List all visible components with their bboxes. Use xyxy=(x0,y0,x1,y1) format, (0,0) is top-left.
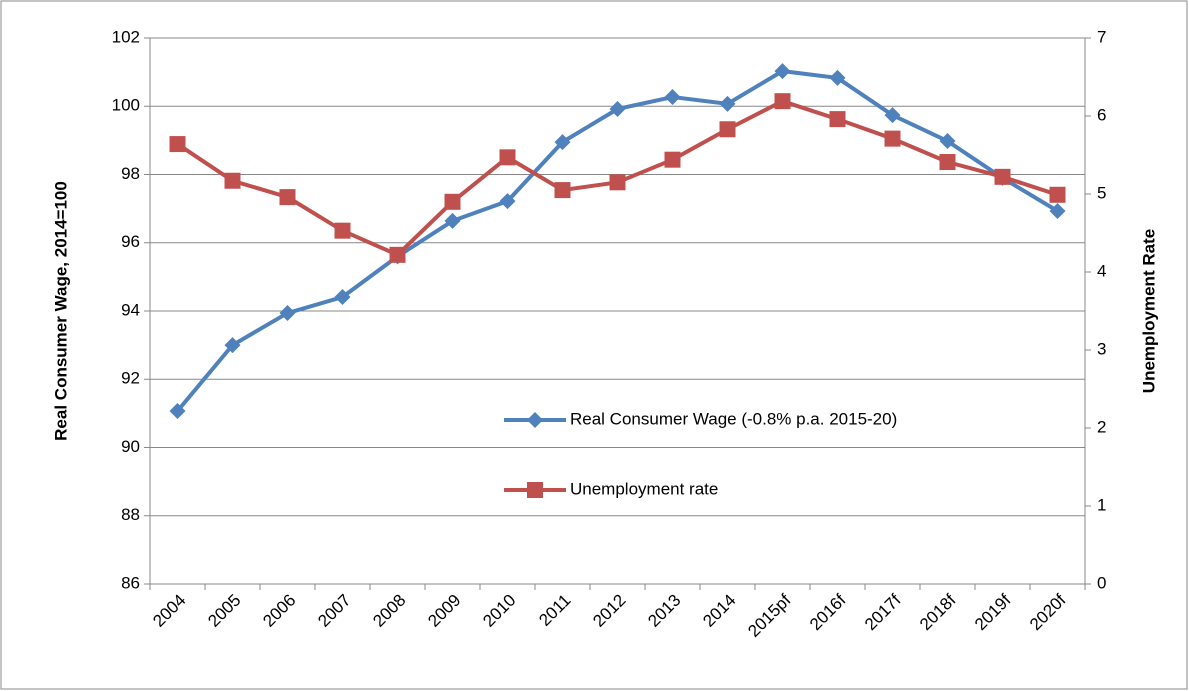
data-point xyxy=(444,212,461,229)
data-point xyxy=(444,193,461,210)
data-point xyxy=(389,246,406,263)
legend-marker xyxy=(527,482,543,498)
data-point xyxy=(169,136,186,153)
data-point xyxy=(719,95,736,112)
legend-label: Real Consumer Wage (-0.8% p.a. 2015-20) xyxy=(570,409,897,428)
data-point xyxy=(334,289,351,306)
data-point xyxy=(1049,203,1066,220)
data-point xyxy=(939,154,956,171)
data-point xyxy=(334,222,351,239)
data-point xyxy=(664,89,681,106)
data-point xyxy=(664,151,681,168)
data-point xyxy=(774,93,791,110)
data-point xyxy=(829,69,846,86)
y2-axis-title: Unemployment Rate xyxy=(1139,229,1158,393)
y-tick-label: 94 xyxy=(121,300,140,319)
data-point xyxy=(774,63,791,80)
y-tick-label: 86 xyxy=(121,573,140,592)
data-point xyxy=(1049,186,1066,203)
data-point xyxy=(554,134,571,151)
data-point xyxy=(609,100,626,117)
data-point xyxy=(884,107,901,124)
legend-label: Unemployment rate xyxy=(570,479,718,498)
data-point xyxy=(719,121,736,138)
y2-tick-label: 0 xyxy=(1097,573,1106,592)
y2-tick-label: 1 xyxy=(1097,495,1106,514)
data-point xyxy=(939,133,956,150)
y-tick-label: 102 xyxy=(112,27,140,46)
data-point xyxy=(554,182,571,199)
y2-tick-label: 3 xyxy=(1097,339,1106,358)
y2-tick-label: 2 xyxy=(1097,417,1106,436)
data-point xyxy=(499,193,516,210)
y2-tick-label: 5 xyxy=(1097,183,1106,202)
data-point xyxy=(279,305,296,322)
y-tick-label: 88 xyxy=(121,505,140,524)
y-tick-label: 98 xyxy=(121,164,140,183)
y-tick-label: 96 xyxy=(121,232,140,251)
data-point xyxy=(499,149,516,166)
legend-marker xyxy=(527,412,543,428)
data-point xyxy=(169,402,186,419)
y2-tick-label: 7 xyxy=(1097,27,1106,46)
data-point xyxy=(609,174,626,191)
data-point xyxy=(224,337,241,354)
data-point xyxy=(279,189,296,206)
y2-tick-label: 6 xyxy=(1097,105,1106,124)
y-tick-label: 100 xyxy=(112,96,140,115)
y2-tick-label: 4 xyxy=(1097,261,1106,280)
data-point xyxy=(994,168,1011,185)
y-tick-label: 90 xyxy=(121,437,140,456)
data-point xyxy=(829,111,846,128)
y-axis-title: Real Consumer Wage, 2014=100 xyxy=(51,181,70,441)
y-tick-label: 92 xyxy=(121,369,140,388)
data-point xyxy=(224,172,241,189)
data-point xyxy=(884,130,901,147)
